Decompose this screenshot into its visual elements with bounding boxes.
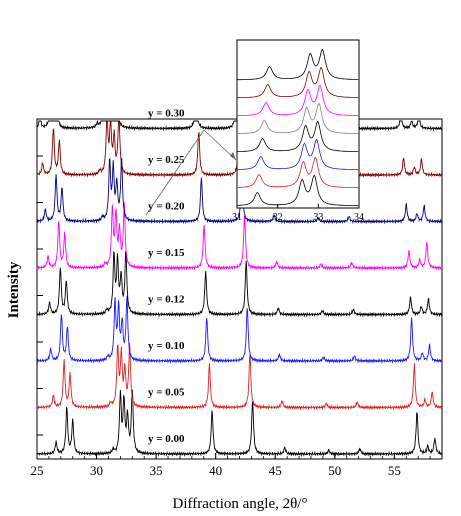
inset-series-line — [237, 120, 359, 152]
inset-series-line — [237, 156, 359, 189]
series-line — [36, 250, 443, 318]
series-label: y = 0.05 — [148, 387, 185, 399]
x-tick-label: 55 — [388, 463, 401, 478]
y-axis — [37, 155, 43, 436]
inset-x-tick-label: 33 — [313, 212, 323, 223]
x-axis-title: Diffraction angle, 2θ/° — [173, 496, 308, 512]
series-lines — [36, 119, 443, 457]
series-label: y = 0.20 — [148, 201, 185, 213]
series-line — [36, 342, 443, 411]
x-axis: 25 30 35 40 45 50 55 — [31, 453, 443, 478]
inset-series-line — [237, 48, 359, 81]
x-tick-label: 45 — [269, 463, 282, 478]
inset-x-axis: 31 32 33 34 — [232, 204, 364, 223]
series-label: y = 0.10 — [148, 340, 185, 352]
series-line — [36, 202, 443, 271]
zoom-pointer-line — [203, 129, 237, 161]
zoom-pointer-line — [145, 129, 205, 216]
inset-x-tick-label: 32 — [273, 212, 283, 223]
y-axis-title: Intensity — [6, 261, 22, 318]
series-line — [36, 295, 443, 364]
x-tick-label: 30 — [90, 463, 103, 478]
series-label: y = 0.15 — [148, 247, 185, 259]
inset-series-line — [236, 138, 359, 171]
inset-series-line — [237, 102, 359, 134]
inset-series-lines — [236, 48, 359, 207]
inset-series-line — [237, 84, 359, 117]
x-tick-label: 50 — [328, 463, 341, 478]
x-tick-label: 25 — [31, 463, 44, 478]
series-line — [36, 157, 443, 225]
inset-x-tick-label: 31 — [232, 212, 242, 223]
inset-series-line — [237, 174, 359, 207]
series-labels: y = 0.00 y = 0.05 y = 0.10 y = 0.12 y = 0.15… — [148, 108, 185, 446]
series-line — [36, 389, 443, 457]
series-label: y = 0.25 — [148, 154, 185, 166]
inset-frame — [236, 39, 360, 209]
inset-x-tick-label: 34 — [354, 212, 364, 223]
series-label: y = 0.30 — [148, 108, 185, 120]
x-tick-label: 35 — [150, 463, 163, 478]
series-label: y = 0.00 — [148, 433, 185, 445]
series-label: y = 0.12 — [148, 294, 185, 306]
zoom-pointer-arrow — [230, 152, 236, 160]
x-tick-label: 40 — [209, 463, 222, 478]
inset-series-line — [237, 67, 359, 99]
